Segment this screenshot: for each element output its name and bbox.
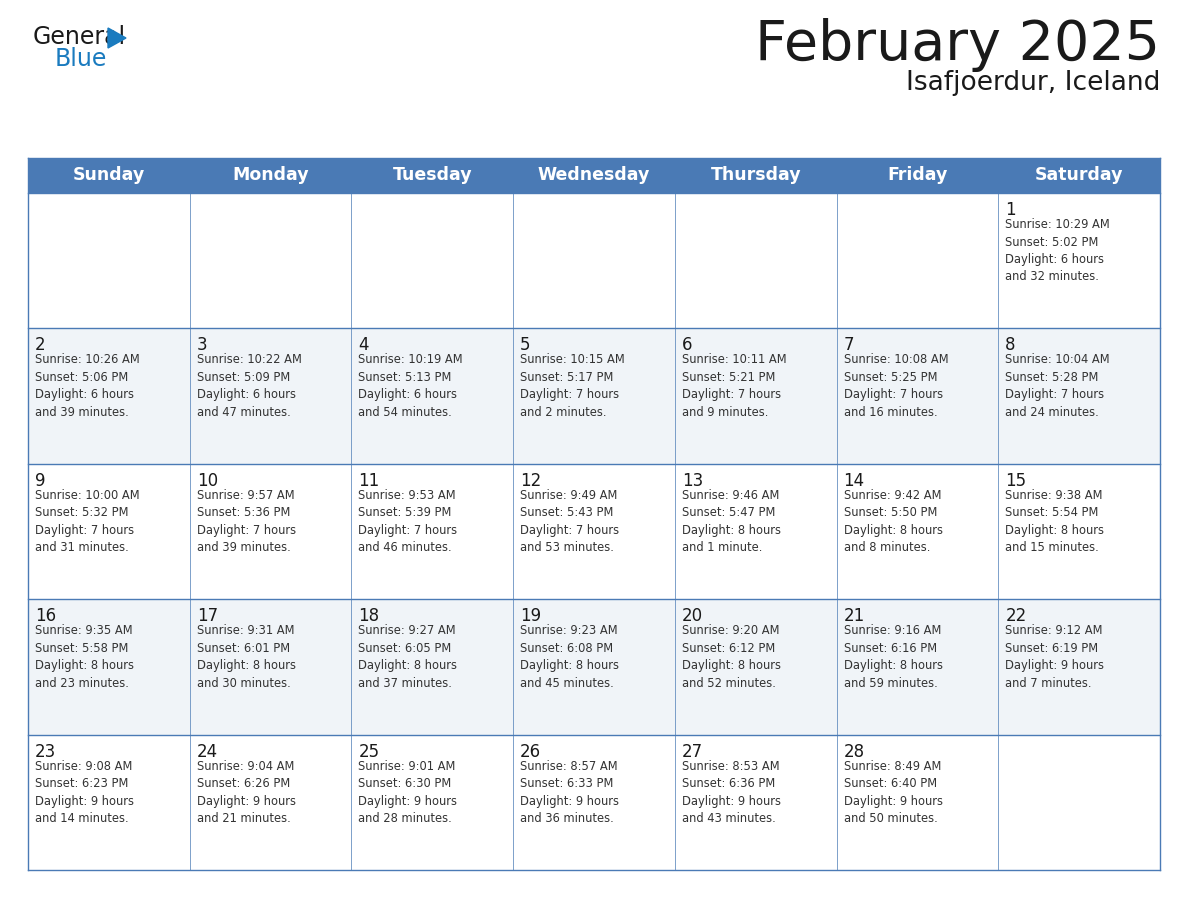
Text: 14: 14 bbox=[843, 472, 865, 490]
Text: Sunrise: 8:49 AM
Sunset: 6:40 PM
Daylight: 9 hours
and 50 minutes.: Sunrise: 8:49 AM Sunset: 6:40 PM Dayligh… bbox=[843, 759, 942, 825]
Text: 28: 28 bbox=[843, 743, 865, 761]
Text: Thursday: Thursday bbox=[710, 166, 801, 185]
Text: Sunrise: 9:42 AM
Sunset: 5:50 PM
Daylight: 8 hours
and 8 minutes.: Sunrise: 9:42 AM Sunset: 5:50 PM Dayligh… bbox=[843, 488, 942, 554]
Text: 23: 23 bbox=[34, 743, 56, 761]
Text: Sunrise: 10:04 AM
Sunset: 5:28 PM
Daylight: 7 hours
and 24 minutes.: Sunrise: 10:04 AM Sunset: 5:28 PM Daylig… bbox=[1005, 353, 1110, 419]
Text: Sunrise: 9:31 AM
Sunset: 6:01 PM
Daylight: 8 hours
and 30 minutes.: Sunrise: 9:31 AM Sunset: 6:01 PM Dayligh… bbox=[197, 624, 296, 689]
Text: Sunrise: 10:11 AM
Sunset: 5:21 PM
Daylight: 7 hours
and 9 minutes.: Sunrise: 10:11 AM Sunset: 5:21 PM Daylig… bbox=[682, 353, 786, 419]
Text: 3: 3 bbox=[197, 336, 208, 354]
Text: Sunday: Sunday bbox=[72, 166, 145, 185]
Text: Wednesday: Wednesday bbox=[538, 166, 650, 185]
Text: Sunrise: 8:57 AM
Sunset: 6:33 PM
Daylight: 9 hours
and 36 minutes.: Sunrise: 8:57 AM Sunset: 6:33 PM Dayligh… bbox=[520, 759, 619, 825]
Text: Sunrise: 9:38 AM
Sunset: 5:54 PM
Daylight: 8 hours
and 15 minutes.: Sunrise: 9:38 AM Sunset: 5:54 PM Dayligh… bbox=[1005, 488, 1105, 554]
Text: 11: 11 bbox=[359, 472, 380, 490]
Text: Sunrise: 9:49 AM
Sunset: 5:43 PM
Daylight: 7 hours
and 53 minutes.: Sunrise: 9:49 AM Sunset: 5:43 PM Dayligh… bbox=[520, 488, 619, 554]
Text: 20: 20 bbox=[682, 607, 703, 625]
Text: Sunrise: 10:00 AM
Sunset: 5:32 PM
Daylight: 7 hours
and 31 minutes.: Sunrise: 10:00 AM Sunset: 5:32 PM Daylig… bbox=[34, 488, 140, 554]
Text: February 2025: February 2025 bbox=[756, 18, 1159, 72]
Text: Sunrise: 9:16 AM
Sunset: 6:16 PM
Daylight: 8 hours
and 59 minutes.: Sunrise: 9:16 AM Sunset: 6:16 PM Dayligh… bbox=[843, 624, 942, 689]
Text: 25: 25 bbox=[359, 743, 379, 761]
Text: Sunrise: 10:19 AM
Sunset: 5:13 PM
Daylight: 6 hours
and 54 minutes.: Sunrise: 10:19 AM Sunset: 5:13 PM Daylig… bbox=[359, 353, 463, 419]
Text: Sunrise: 9:53 AM
Sunset: 5:39 PM
Daylight: 7 hours
and 46 minutes.: Sunrise: 9:53 AM Sunset: 5:39 PM Dayligh… bbox=[359, 488, 457, 554]
Text: Sunrise: 9:01 AM
Sunset: 6:30 PM
Daylight: 9 hours
and 28 minutes.: Sunrise: 9:01 AM Sunset: 6:30 PM Dayligh… bbox=[359, 759, 457, 825]
Text: Sunrise: 8:53 AM
Sunset: 6:36 PM
Daylight: 9 hours
and 43 minutes.: Sunrise: 8:53 AM Sunset: 6:36 PM Dayligh… bbox=[682, 759, 781, 825]
Bar bbox=[29, 158, 1159, 193]
Text: Sunrise: 10:08 AM
Sunset: 5:25 PM
Daylight: 7 hours
and 16 minutes.: Sunrise: 10:08 AM Sunset: 5:25 PM Daylig… bbox=[843, 353, 948, 419]
Text: 22: 22 bbox=[1005, 607, 1026, 625]
Bar bbox=[29, 329, 1159, 464]
Text: Sunrise: 9:08 AM
Sunset: 6:23 PM
Daylight: 9 hours
and 14 minutes.: Sunrise: 9:08 AM Sunset: 6:23 PM Dayligh… bbox=[34, 759, 134, 825]
Text: 5: 5 bbox=[520, 336, 531, 354]
Text: 9: 9 bbox=[34, 472, 45, 490]
Text: 12: 12 bbox=[520, 472, 542, 490]
Text: Tuesday: Tuesday bbox=[392, 166, 472, 185]
Text: 17: 17 bbox=[197, 607, 217, 625]
Text: Sunrise: 10:26 AM
Sunset: 5:06 PM
Daylight: 6 hours
and 39 minutes.: Sunrise: 10:26 AM Sunset: 5:06 PM Daylig… bbox=[34, 353, 140, 419]
Text: 4: 4 bbox=[359, 336, 369, 354]
Text: Sunrise: 10:15 AM
Sunset: 5:17 PM
Daylight: 7 hours
and 2 minutes.: Sunrise: 10:15 AM Sunset: 5:17 PM Daylig… bbox=[520, 353, 625, 419]
Text: Monday: Monday bbox=[233, 166, 309, 185]
Text: 16: 16 bbox=[34, 607, 56, 625]
Text: 18: 18 bbox=[359, 607, 379, 625]
Text: Sunrise: 10:22 AM
Sunset: 5:09 PM
Daylight: 6 hours
and 47 minutes.: Sunrise: 10:22 AM Sunset: 5:09 PM Daylig… bbox=[197, 353, 302, 419]
Text: Friday: Friday bbox=[887, 166, 948, 185]
Text: Sunrise: 9:27 AM
Sunset: 6:05 PM
Daylight: 8 hours
and 37 minutes.: Sunrise: 9:27 AM Sunset: 6:05 PM Dayligh… bbox=[359, 624, 457, 689]
Text: Sunrise: 9:23 AM
Sunset: 6:08 PM
Daylight: 8 hours
and 45 minutes.: Sunrise: 9:23 AM Sunset: 6:08 PM Dayligh… bbox=[520, 624, 619, 689]
Text: 27: 27 bbox=[682, 743, 703, 761]
Text: Sunrise: 9:20 AM
Sunset: 6:12 PM
Daylight: 8 hours
and 52 minutes.: Sunrise: 9:20 AM Sunset: 6:12 PM Dayligh… bbox=[682, 624, 781, 689]
Bar bbox=[29, 464, 1159, 599]
Text: 8: 8 bbox=[1005, 336, 1016, 354]
Text: 19: 19 bbox=[520, 607, 542, 625]
Text: Isafjoerdur, Iceland: Isafjoerdur, Iceland bbox=[905, 70, 1159, 96]
Bar bbox=[29, 599, 1159, 734]
Text: 2: 2 bbox=[34, 336, 45, 354]
Text: 10: 10 bbox=[197, 472, 217, 490]
Text: 7: 7 bbox=[843, 336, 854, 354]
Text: Sunrise: 9:04 AM
Sunset: 6:26 PM
Daylight: 9 hours
and 21 minutes.: Sunrise: 9:04 AM Sunset: 6:26 PM Dayligh… bbox=[197, 759, 296, 825]
Text: Saturday: Saturday bbox=[1035, 166, 1124, 185]
Text: Blue: Blue bbox=[55, 47, 107, 71]
Text: 24: 24 bbox=[197, 743, 217, 761]
Text: 6: 6 bbox=[682, 336, 693, 354]
Text: 15: 15 bbox=[1005, 472, 1026, 490]
Text: 21: 21 bbox=[843, 607, 865, 625]
Text: Sunrise: 9:12 AM
Sunset: 6:19 PM
Daylight: 9 hours
and 7 minutes.: Sunrise: 9:12 AM Sunset: 6:19 PM Dayligh… bbox=[1005, 624, 1105, 689]
Bar bbox=[29, 734, 1159, 870]
Text: Sunrise: 10:29 AM
Sunset: 5:02 PM
Daylight: 6 hours
and 32 minutes.: Sunrise: 10:29 AM Sunset: 5:02 PM Daylig… bbox=[1005, 218, 1110, 284]
Polygon shape bbox=[108, 28, 126, 48]
Bar bbox=[29, 193, 1159, 329]
Text: 26: 26 bbox=[520, 743, 542, 761]
Text: Sunrise: 9:46 AM
Sunset: 5:47 PM
Daylight: 8 hours
and 1 minute.: Sunrise: 9:46 AM Sunset: 5:47 PM Dayligh… bbox=[682, 488, 781, 554]
Text: Sunrise: 9:35 AM
Sunset: 5:58 PM
Daylight: 8 hours
and 23 minutes.: Sunrise: 9:35 AM Sunset: 5:58 PM Dayligh… bbox=[34, 624, 134, 689]
Text: 13: 13 bbox=[682, 472, 703, 490]
Text: 1: 1 bbox=[1005, 201, 1016, 219]
Text: General: General bbox=[33, 25, 126, 49]
Text: Sunrise: 9:57 AM
Sunset: 5:36 PM
Daylight: 7 hours
and 39 minutes.: Sunrise: 9:57 AM Sunset: 5:36 PM Dayligh… bbox=[197, 488, 296, 554]
